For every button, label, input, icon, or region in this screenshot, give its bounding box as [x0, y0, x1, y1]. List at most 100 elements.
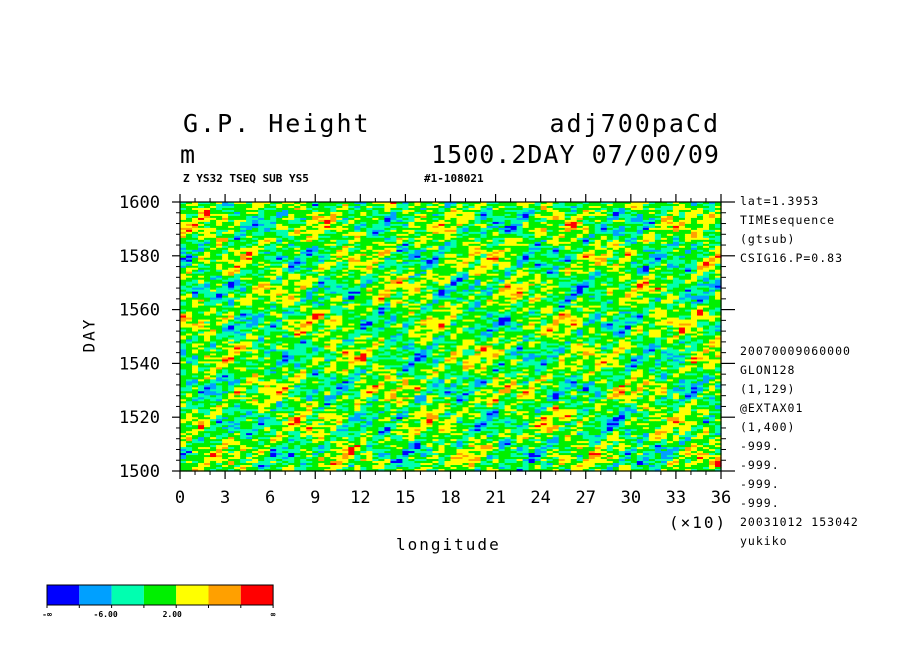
- heatmap-cell: [456, 273, 464, 277]
- heatmap-cell: [414, 211, 422, 215]
- heatmap-cell: [696, 207, 704, 211]
- heatmap-cell: [678, 231, 686, 235]
- heatmap-cell: [618, 275, 626, 279]
- heatmap-cell: [684, 225, 692, 229]
- heatmap-cell: [450, 207, 458, 211]
- heatmap-cell: [372, 205, 379, 209]
- heatmap-cell: [480, 202, 488, 205]
- heatmap-cell: [510, 237, 518, 241]
- heatmap-cell: [474, 237, 482, 241]
- heatmap-cell: [186, 271, 193, 275]
- heatmap-cell: [438, 255, 446, 259]
- heatmap-cell: [438, 241, 446, 245]
- heatmap-cell: [420, 235, 428, 239]
- heatmap-cell: [354, 209, 361, 213]
- heatmap-cell: [462, 259, 470, 263]
- heatmap-cell: [588, 281, 596, 285]
- heatmap-cell: [714, 217, 722, 221]
- heatmap-cell: [426, 275, 434, 279]
- heatmap-cell: [462, 225, 470, 229]
- heatmap-cell: [600, 221, 608, 225]
- heatmap-cell: [240, 261, 247, 265]
- heatmap-cell: [198, 273, 205, 277]
- heatmap-cell: [588, 239, 596, 243]
- heatmap-cell: [696, 249, 704, 253]
- heatmap-cell: [258, 205, 265, 209]
- heatmap-cell: [546, 217, 554, 221]
- heatmap-cell: [636, 237, 644, 241]
- heatmap-cell: [588, 205, 596, 209]
- heatmap-cell: [216, 213, 223, 217]
- heatmap-cell: [408, 261, 416, 265]
- heatmap-cell: [252, 251, 259, 255]
- heatmap-cell: [576, 209, 584, 213]
- heatmap-cell: [564, 229, 572, 233]
- heatmap-cell: [660, 275, 668, 279]
- heatmap-cell: [216, 233, 223, 237]
- heatmap-cell: [294, 261, 301, 265]
- heatmap-cell: [636, 203, 644, 207]
- heatmap-cell: [294, 225, 301, 229]
- heatmap-cell: [336, 271, 343, 275]
- heatmap-cell: [576, 233, 584, 237]
- heatmap-cell: [558, 233, 566, 237]
- heatmap-cell: [678, 249, 686, 253]
- heatmap-cell: [612, 227, 620, 231]
- heatmap-cell: [444, 277, 452, 281]
- heatmap-cell: [240, 209, 247, 213]
- heatmap-cell: [348, 227, 355, 231]
- heatmap-cell: [702, 259, 710, 263]
- heatmap-cell: [468, 215, 476, 219]
- heatmap-cell: [294, 265, 301, 269]
- heatmap-cell: [498, 285, 506, 289]
- heatmap-cell: [492, 207, 500, 211]
- heatmap-cell: [408, 237, 416, 241]
- heatmap-cell: [198, 243, 205, 247]
- heatmap-cell: [528, 233, 536, 237]
- heatmap-cell: [258, 261, 265, 265]
- heatmap-cell: [570, 259, 578, 263]
- heatmap-cell: [252, 205, 259, 209]
- heatmap-cell: [672, 233, 680, 237]
- heatmap-cell: [264, 205, 271, 209]
- heatmap-cell: [714, 277, 722, 281]
- heatmap-cell: [684, 251, 692, 255]
- heatmap-cell: [564, 277, 572, 281]
- heatmap-cell: [426, 221, 434, 225]
- heatmap-cell: [522, 219, 530, 223]
- heatmap-cell: [252, 223, 259, 227]
- heatmap-cell: [714, 223, 722, 227]
- heatmap-cell: [642, 243, 650, 247]
- heatmap-cell: [396, 283, 404, 287]
- heatmap-cell: [636, 257, 644, 261]
- heatmap-cell: [342, 279, 349, 283]
- heatmap-cell: [348, 202, 355, 205]
- heatmap-cell: [336, 227, 343, 231]
- heatmap-cell: [240, 211, 247, 215]
- heatmap-cell: [354, 239, 361, 243]
- heatmap-cell: [354, 217, 361, 221]
- heatmap-cell: [510, 267, 518, 271]
- heatmap-cell: [450, 241, 458, 245]
- heatmap-cell: [204, 257, 211, 261]
- heatmap-cell: [348, 235, 355, 239]
- heatmap-cell: [234, 245, 241, 249]
- heatmap-cell: [546, 205, 554, 209]
- heatmap-cell: [696, 267, 704, 271]
- heatmap-cell: [480, 227, 488, 231]
- heatmap-cell: [180, 265, 187, 269]
- heatmap-cell: [360, 251, 367, 255]
- heatmap-cell: [522, 245, 530, 249]
- heatmap-cell: [228, 279, 235, 283]
- heatmap-cell: [480, 275, 488, 279]
- heatmap-cell: [600, 241, 608, 245]
- heatmap-cell: [180, 213, 187, 217]
- heatmap-cell: [372, 219, 379, 223]
- heatmap-cell: [180, 269, 187, 273]
- heatmap-cell: [276, 261, 283, 265]
- heatmap-cell: [708, 265, 716, 269]
- heatmap-cell: [318, 261, 325, 265]
- heatmap-cell: [414, 249, 422, 253]
- heatmap-cell: [558, 247, 566, 251]
- heatmap-cell: [384, 227, 391, 231]
